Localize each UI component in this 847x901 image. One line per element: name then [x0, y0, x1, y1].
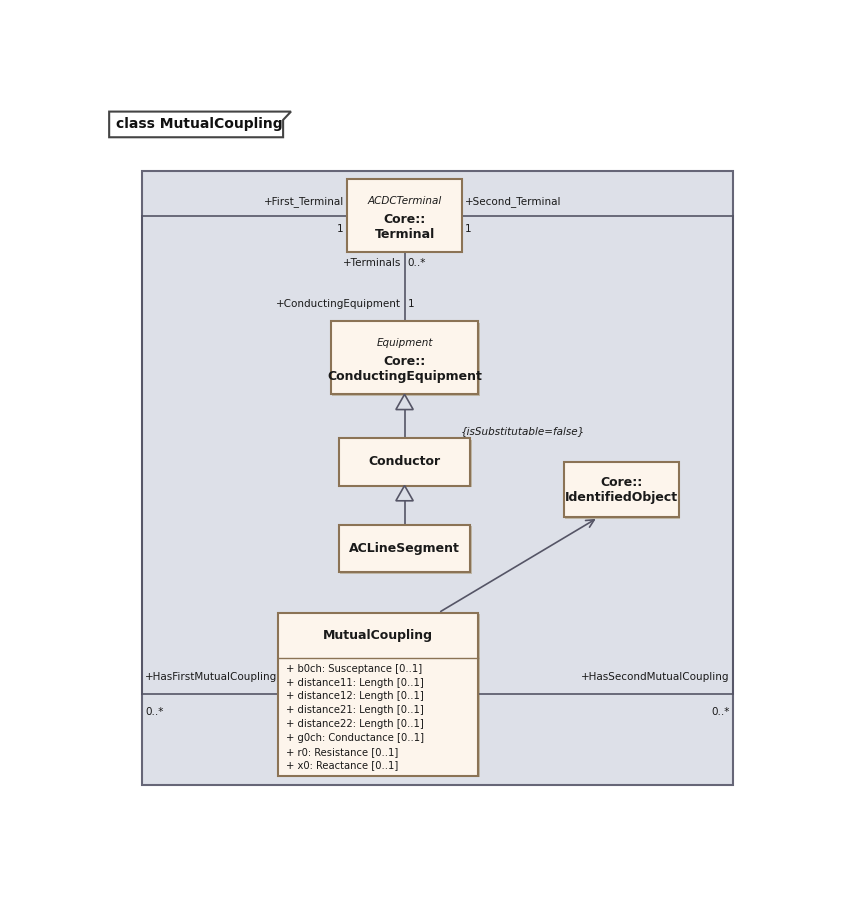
Text: 1: 1 [408, 299, 414, 309]
Text: Core::
IdentifiedObject: Core:: IdentifiedObject [565, 476, 678, 504]
Text: +HasFirstMutualCoupling: +HasFirstMutualCoupling [146, 672, 278, 682]
Text: +Terminals: +Terminals [343, 258, 401, 268]
Text: + distance12: Length [0..1]: + distance12: Length [0..1] [286, 691, 424, 702]
Text: class MutualCoupling: class MutualCoupling [116, 117, 282, 132]
Text: 1: 1 [465, 224, 472, 234]
FancyBboxPatch shape [340, 526, 472, 574]
FancyBboxPatch shape [278, 613, 479, 776]
Text: 0..*: 0..* [146, 707, 163, 717]
Text: ACLineSegment: ACLineSegment [349, 542, 460, 555]
FancyBboxPatch shape [332, 323, 479, 396]
Text: 0..*: 0..* [711, 707, 729, 717]
Text: Conductor: Conductor [368, 455, 440, 469]
Text: + g0ch: Conductance [0..1]: + g0ch: Conductance [0..1] [286, 733, 424, 743]
FancyBboxPatch shape [340, 440, 472, 487]
Text: + distance22: Length [0..1]: + distance22: Length [0..1] [286, 719, 424, 729]
Text: +ConductingEquipment: +ConductingEquipment [276, 299, 401, 309]
Text: +HasSecondMutualCoupling: +HasSecondMutualCoupling [581, 672, 729, 682]
FancyBboxPatch shape [564, 462, 678, 517]
Text: Core::
ConductingEquipment: Core:: ConductingEquipment [327, 355, 482, 383]
FancyBboxPatch shape [348, 180, 463, 253]
FancyBboxPatch shape [339, 439, 470, 486]
Text: ACDCTerminal: ACDCTerminal [368, 196, 441, 206]
Text: MutualCoupling: MutualCoupling [324, 629, 434, 642]
Text: 1: 1 [337, 224, 344, 234]
FancyBboxPatch shape [330, 322, 479, 395]
Text: + b0ch: Susceptance [0..1]: + b0ch: Susceptance [0..1] [286, 664, 422, 674]
Text: + distance11: Length [0..1]: + distance11: Length [0..1] [286, 678, 424, 687]
FancyBboxPatch shape [347, 179, 462, 252]
FancyBboxPatch shape [280, 614, 479, 778]
FancyBboxPatch shape [142, 170, 733, 785]
FancyBboxPatch shape [339, 525, 470, 572]
Text: 0..*: 0..* [408, 258, 426, 268]
Text: Equipment: Equipment [376, 338, 433, 349]
Text: +First_Terminal: +First_Terminal [263, 196, 344, 207]
Text: + r0: Resistance [0..1]: + r0: Resistance [0..1] [286, 747, 398, 757]
Text: +Second_Terminal: +Second_Terminal [465, 196, 562, 207]
FancyBboxPatch shape [565, 463, 680, 519]
Text: Core::
Terminal: Core:: Terminal [374, 213, 435, 241]
Text: + distance21: Length [0..1]: + distance21: Length [0..1] [286, 705, 424, 715]
Text: {isSubstitutable=false}: {isSubstitutable=false} [461, 426, 584, 436]
Text: + x0: Reactance [0..1]: + x0: Reactance [0..1] [286, 760, 398, 770]
Polygon shape [109, 112, 291, 137]
